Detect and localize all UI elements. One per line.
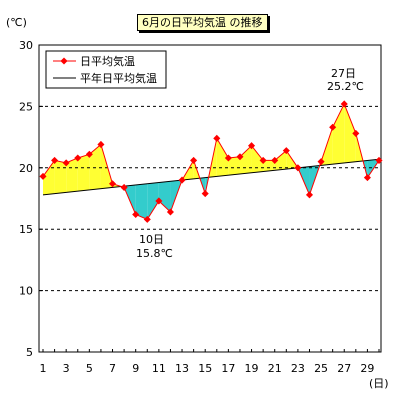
legend-label-normal: 平年日平均気温 (80, 71, 157, 85)
data-point (166, 208, 174, 216)
fill-area (158, 181, 171, 213)
data-point (352, 129, 360, 137)
legend: 日平均気温 平年日平均気温 (45, 50, 167, 89)
plot-frame (38, 44, 382, 353)
x-tick-label: 23 (291, 362, 305, 375)
data-point (363, 174, 371, 182)
fill-areas (43, 103, 379, 220)
data-point (236, 153, 244, 161)
data-point (224, 154, 232, 162)
fill-area (239, 145, 252, 174)
y-tick-label: 20 (19, 162, 33, 175)
data-point (85, 150, 93, 158)
data-point (282, 147, 290, 155)
fill-area (263, 160, 275, 172)
fill-area (43, 160, 55, 195)
data-point (271, 156, 279, 164)
legend-label-daily: 日平均気温 (80, 54, 135, 68)
y-tick-label: 5 (26, 346, 33, 359)
fill-area (251, 145, 264, 173)
fill-area (54, 160, 67, 194)
data-point (120, 183, 128, 191)
annotation-max-day: 27日 (331, 67, 356, 80)
annotation-min-temp: 15.8℃ (136, 247, 173, 260)
fill-area (344, 103, 356, 163)
data-point (178, 176, 186, 184)
data-point (305, 191, 314, 199)
data-point (97, 140, 105, 149)
y-tick-label: 10 (19, 285, 33, 298)
fill-area (135, 183, 148, 220)
fill-area (77, 154, 90, 192)
y-tick-label: 15 (19, 223, 33, 236)
legend-box (45, 50, 167, 89)
fill-area (66, 157, 78, 193)
x-tick-label: 13 (175, 362, 189, 375)
data-point (259, 156, 267, 164)
x-tick-label: 9 (132, 362, 139, 375)
fill-area (274, 150, 287, 171)
data-point (74, 154, 82, 162)
annotation-min-day: 10日 (139, 233, 164, 246)
data-point (329, 123, 337, 131)
series-layer (39, 100, 383, 223)
fill-area (228, 156, 240, 176)
data-point (51, 156, 59, 164)
data-point (201, 190, 209, 198)
gridlines (39, 105, 381, 292)
data-point (317, 158, 325, 166)
y-tick-label: 25 (19, 100, 33, 113)
fill-area (89, 144, 101, 190)
x-tick-label: 17 (221, 362, 235, 375)
x-axis-label: (日) (369, 377, 389, 390)
fill-area (332, 103, 345, 165)
data-point (39, 172, 47, 180)
x-tick-label: 5 (86, 362, 93, 375)
data-point (213, 134, 221, 142)
x-tick-label: 7 (109, 362, 116, 375)
fill-area (147, 182, 159, 220)
x-tick-label: 29 (360, 362, 374, 375)
x-tick-label: 3 (63, 362, 70, 375)
data-point (108, 180, 117, 188)
x-tick-label: 11 (152, 362, 166, 375)
x-tick-label: 15 (198, 362, 212, 375)
data-point (375, 156, 383, 164)
data-point (155, 197, 163, 205)
series-line-daily (42, 102, 380, 221)
x-tick-label: 27 (337, 362, 351, 375)
x-tick-label: 1 (40, 362, 47, 375)
y-tick-label: 30 (19, 39, 33, 52)
data-point (143, 215, 151, 223)
y-axis-label: (℃) (6, 16, 27, 29)
data-point (190, 156, 198, 164)
data-point (294, 164, 302, 172)
data-point (340, 100, 348, 108)
data-point (248, 142, 256, 150)
data-point (132, 210, 140, 218)
chart-title: 6月の日平均気温 の推移 (137, 14, 268, 31)
x-tick-label: 19 (245, 362, 259, 375)
annotation-max-temp: 25.2℃ (327, 80, 364, 93)
x-tick-label: 21 (268, 362, 282, 375)
fill-area (216, 138, 229, 177)
series-line-normal (42, 158, 380, 196)
x-tick-label: 25 (314, 362, 328, 375)
